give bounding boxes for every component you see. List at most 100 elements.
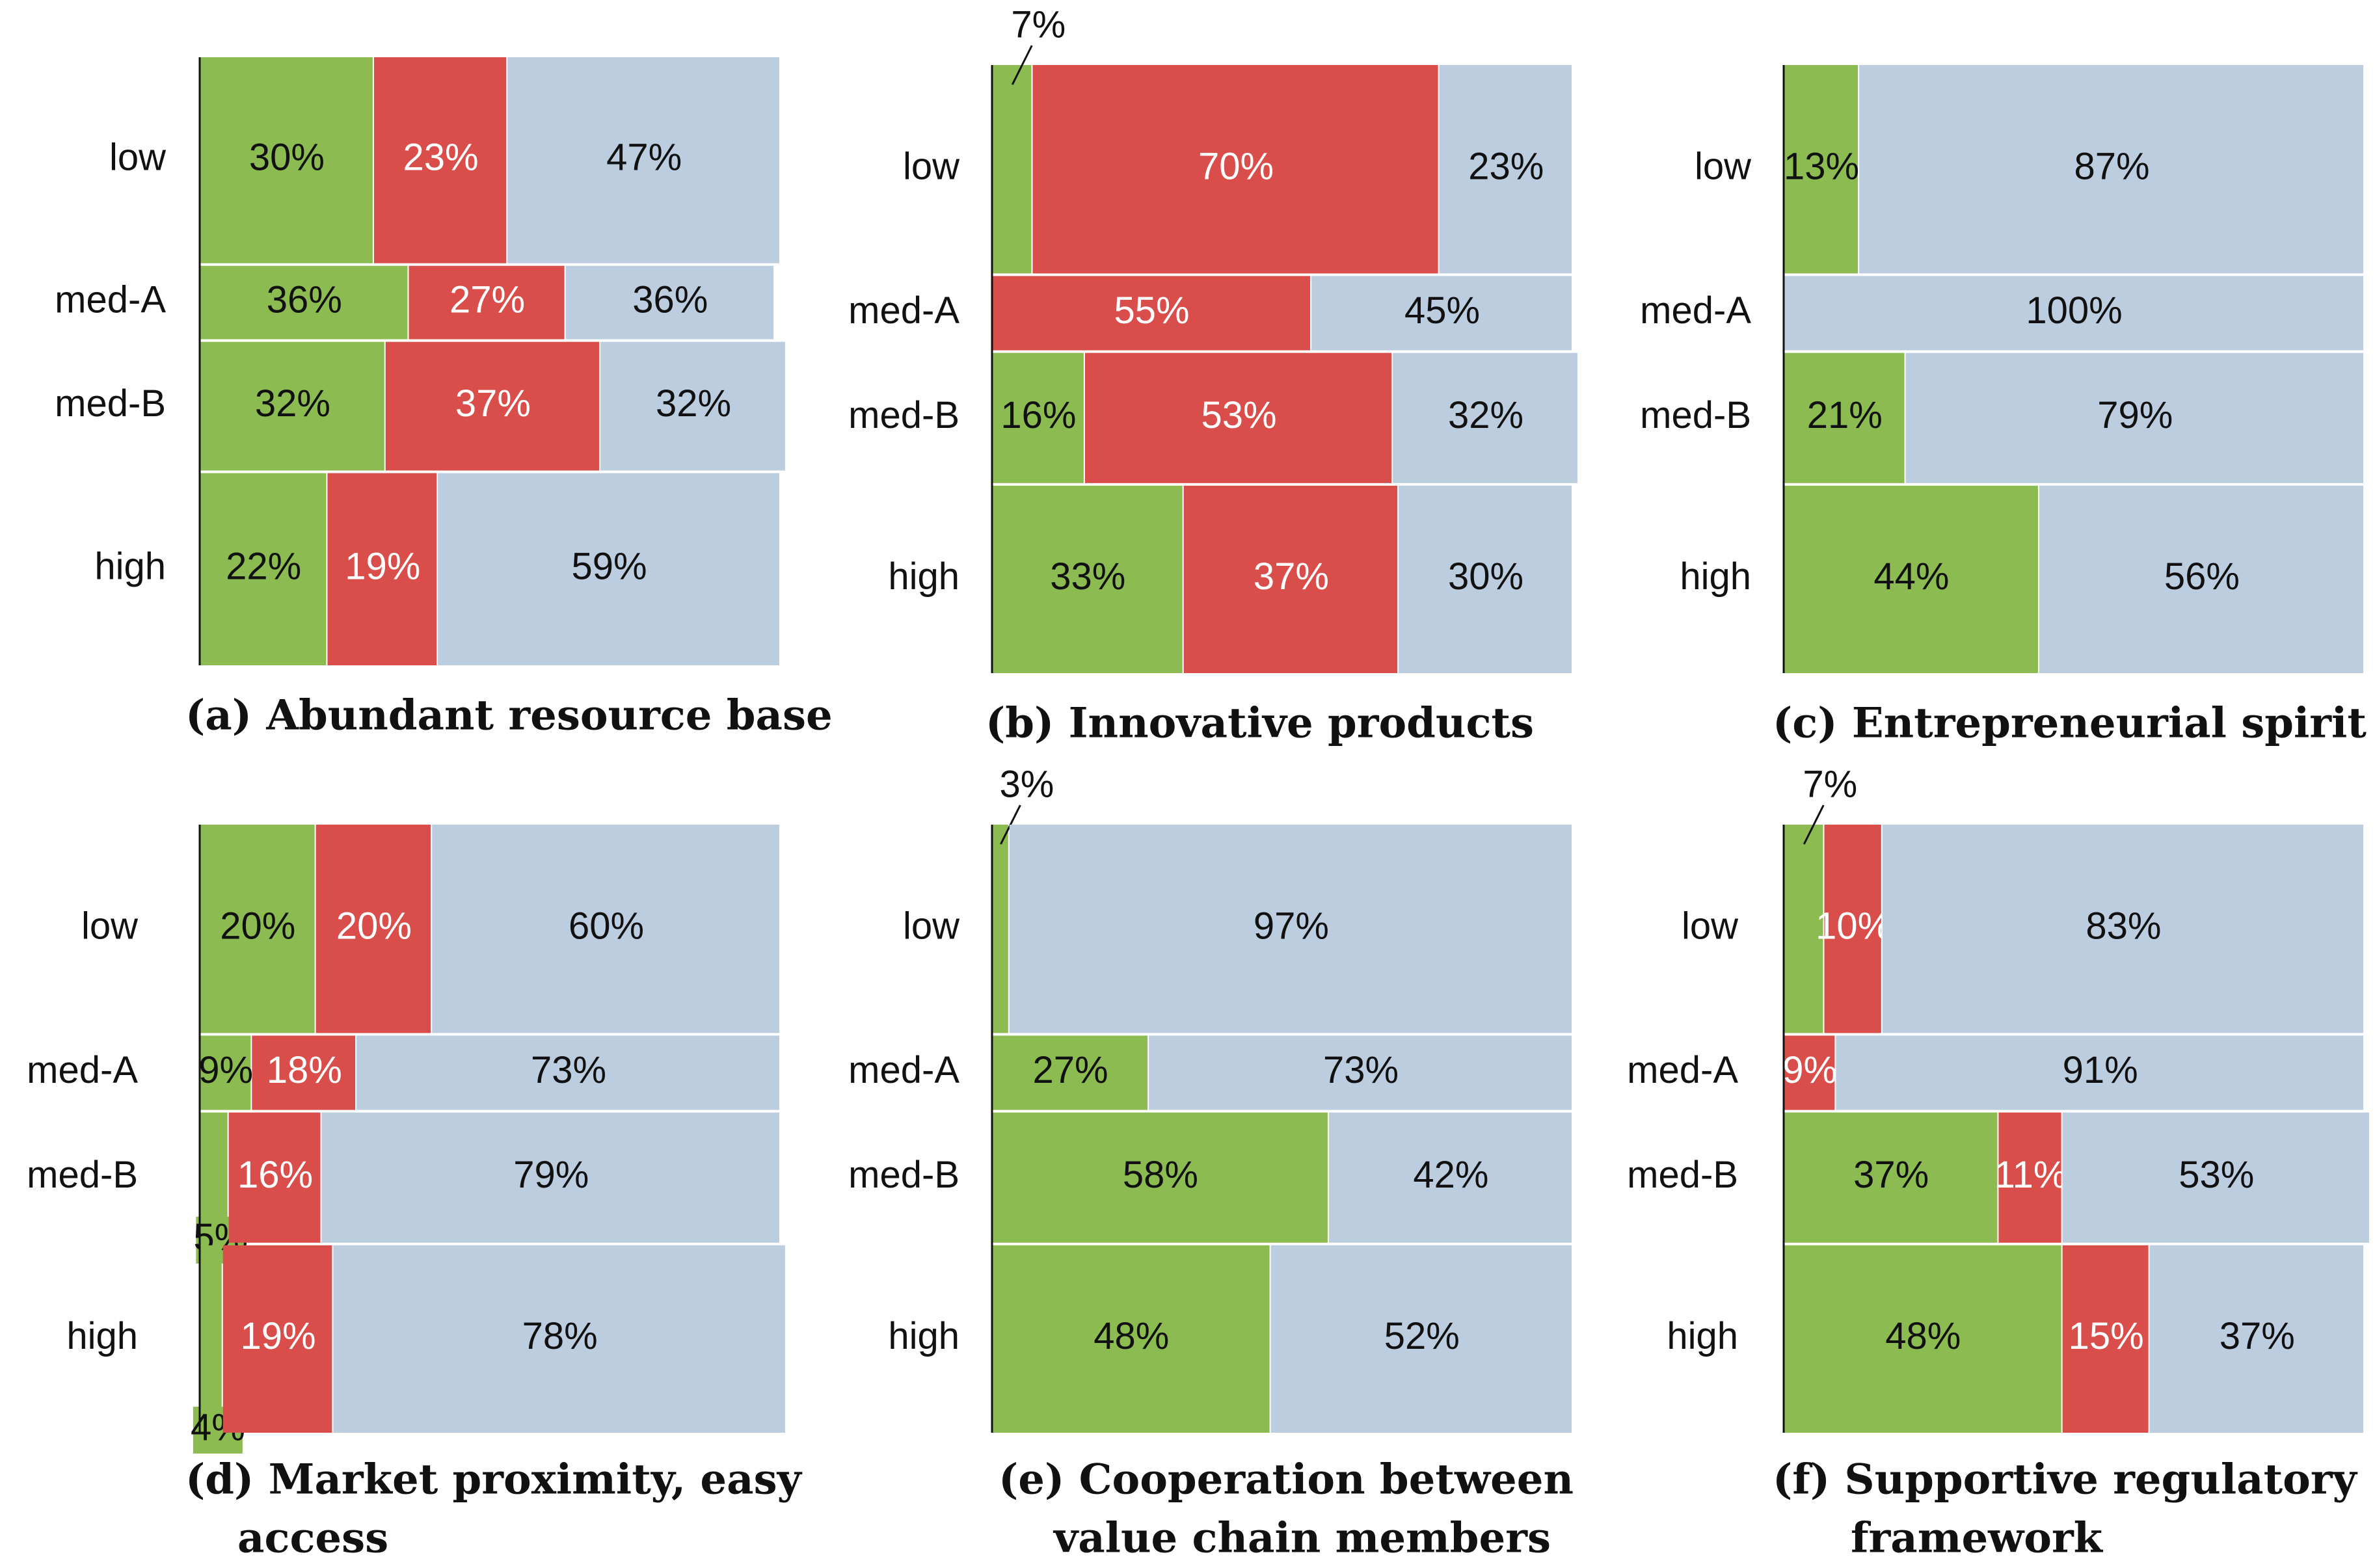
cell-blue-med-A: [1836, 1035, 2363, 1110]
cell-red-med-B: [1998, 1112, 2061, 1243]
cell-green-med-B: [992, 352, 1084, 483]
cell-label-green-high: 44%: [1873, 555, 1949, 598]
row-label-low: low: [903, 905, 960, 948]
cell-green-med-B: [200, 341, 384, 471]
cell-label-blue-high: 78%: [522, 1315, 598, 1357]
cell-label-green-med-A: 36%: [267, 279, 342, 321]
cell-label-blue-med-B: 79%: [2097, 394, 2173, 436]
panel-e: low 3% 97% med-A 27% 73% med-B 58% 42% high 48% 52%…: [848, 763, 1574, 1562]
cell-blue-med-B: [600, 341, 785, 471]
cell-blue-low: [432, 825, 779, 1033]
cell-label-blue-low: 87%: [2074, 146, 2149, 188]
row-label-med-B: med-B: [1627, 1154, 1738, 1196]
cell-label-green-low: 30%: [249, 137, 325, 179]
caption-line: value chain members: [1053, 1514, 1551, 1563]
cell-label-blue-high: 30%: [1448, 555, 1523, 598]
cell-label-red-med-B: 37%: [455, 382, 531, 425]
row-label-high: high: [1680, 555, 1751, 598]
cell-blue-low: [1859, 65, 2363, 274]
leader-line-green: [1011, 45, 1033, 85]
cell-blue-med-A: [1311, 276, 1572, 351]
cell-label-red-low: 23%: [403, 137, 479, 179]
caption-line: (e) Cooperation between: [999, 1455, 1574, 1504]
cell-red-med-A: [1784, 1035, 1835, 1110]
cell-green-high: [992, 485, 1183, 673]
cell-green-low: [992, 65, 1032, 274]
cell-label-red-high: 15%: [2069, 1315, 2144, 1357]
panel-f: low 7% 10% 83% med-A 9% 91% med-B 37% 11% 53% high 4…: [1627, 763, 2369, 1563]
row-label-high: high: [94, 546, 166, 588]
row-label-high: high: [888, 1315, 959, 1357]
cell-blue-high: [2149, 1245, 2363, 1433]
cell-label-green-high: 48%: [1094, 1315, 1169, 1357]
cell-label-blue-high: 52%: [1384, 1315, 1460, 1357]
cell-blue-med-A: [565, 265, 774, 339]
row-label-low: low: [1695, 146, 1752, 188]
cell-label-green-med-B: 16%: [1000, 394, 1076, 436]
cell-label-red-med-A: 27%: [450, 279, 525, 321]
row-label-med-A: med-A: [1640, 289, 1751, 332]
cell-red-low: [315, 825, 431, 1033]
cell-label-red-low: 70%: [1198, 146, 1274, 188]
cell-label-blue-low: 47%: [606, 137, 682, 179]
cell-blue-high: [1270, 1245, 1572, 1433]
cell-blue-low: [1882, 825, 2363, 1033]
cell-red-med-B: [1084, 352, 1392, 483]
caption-line: access: [237, 1514, 388, 1563]
cell-green-med-B: [1784, 352, 1905, 483]
cell-label-blue-med-B: 32%: [656, 382, 731, 425]
cell-label-green-med-B: 58%: [1123, 1154, 1198, 1196]
cell-blue-med-A: [1784, 276, 2363, 351]
row-label-low: low: [1682, 905, 1739, 948]
cell-green-low: [1784, 65, 1858, 274]
cell-label-red-low: 10%: [1816, 905, 1891, 948]
panel-a: low 30% 23% 47% med-A 36% 27% 36% med-B 32% 37% 32%…: [55, 57, 833, 740]
cell-red-med-B: [385, 341, 600, 471]
cell-label-blue-low: 83%: [2086, 905, 2161, 948]
cell-label-green-low: 3%: [999, 763, 1054, 805]
cell-red-high: [222, 1245, 332, 1433]
cell-green-med-A: [200, 1035, 251, 1110]
cell-green-low: [200, 825, 315, 1033]
row-label-med-A: med-A: [55, 279, 166, 321]
row-label-high: high: [888, 555, 959, 598]
row-label-med-A: med-A: [848, 289, 959, 332]
cell-label-blue-med-A: 73%: [531, 1049, 606, 1091]
cell-label-red-high: 37%: [1254, 555, 1329, 598]
caption-line: framework: [1851, 1514, 2104, 1563]
caption-line: (f) Supportive regulatory: [1773, 1455, 2358, 1504]
cell-label-green-med-A: 9%: [198, 1049, 253, 1091]
row-label-med-B: med-B: [1640, 394, 1751, 436]
caption-line: (a) Abundant resource base: [185, 691, 833, 740]
cell-red-high: [327, 473, 437, 665]
cell-blue-med-B: [1328, 1112, 1572, 1243]
row-label-high: high: [1667, 1315, 1738, 1357]
cell-green-low: [200, 57, 373, 263]
cell-label-red-med-A: 9%: [1782, 1049, 1837, 1091]
cell-label-red-med-B: 16%: [237, 1154, 313, 1196]
cell-green-low: [1784, 825, 1823, 1033]
row-label-low: low: [109, 137, 167, 179]
cell-blue-med-A: [1149, 1035, 1572, 1110]
cell-label-blue-med-A: 45%: [1404, 289, 1480, 332]
leader-line-green: [1803, 804, 1825, 845]
row-label-med-A: med-A: [27, 1049, 138, 1091]
row-label-med-B: med-B: [848, 394, 959, 436]
cell-blue-med-B: [321, 1112, 779, 1243]
cell-blue-high: [1399, 485, 1572, 673]
cell-blue-med-A: [356, 1035, 779, 1110]
cell-blue-high: [2039, 485, 2363, 673]
cell-green-high: [200, 1245, 222, 1433]
cell-red-med-A: [252, 1035, 356, 1110]
cell-blue-low: [1439, 65, 1572, 274]
cell-blue-low: [1009, 825, 1572, 1033]
cell-label-blue-low: 23%: [1468, 146, 1544, 188]
cell-blue-high: [333, 1245, 785, 1433]
cell-label-blue-med-A: 100%: [2026, 289, 2122, 332]
row-label-high: high: [66, 1315, 138, 1357]
cell-label-red-med-B: 53%: [1201, 394, 1276, 436]
cell-label-green-med-A: 27%: [1033, 1049, 1108, 1091]
cell-label-blue-med-B: 79%: [513, 1154, 589, 1196]
panel-d: low 20% 20% 60%med-A 9% 18% 73%med-B5%16% 79%hi…: [27, 825, 803, 1563]
